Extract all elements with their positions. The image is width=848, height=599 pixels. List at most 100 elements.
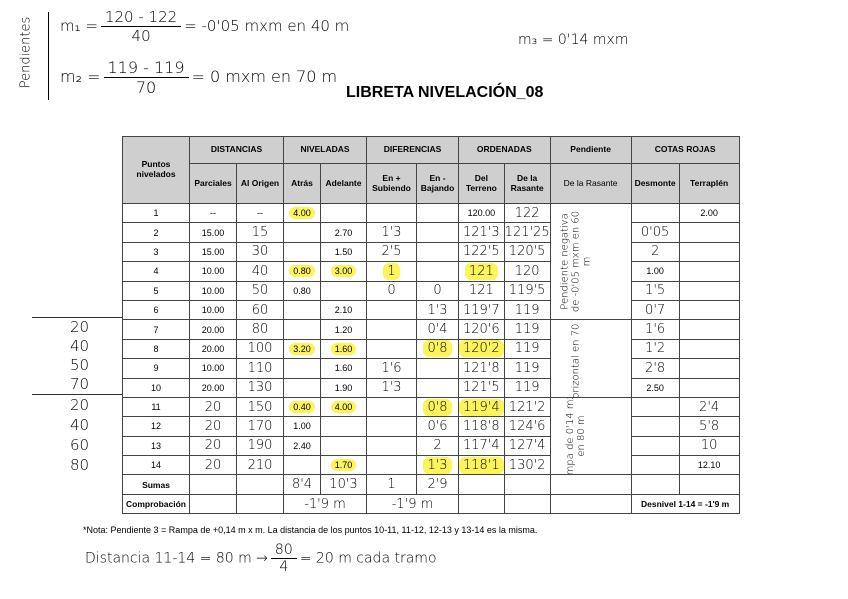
cell — [458, 493, 505, 515]
cell-text: 2 — [153, 227, 159, 238]
subheader: Del Terreno — [458, 163, 505, 204]
cell: 210 — [236, 455, 284, 476]
cell — [189, 493, 237, 515]
cell — [458, 474, 505, 495]
cell-text: 0'8 — [423, 340, 452, 358]
cell-text: 121'2 — [508, 399, 546, 415]
table-row: 1 -- -- 4.00 120.00 122 Pendiente negativa de … — [122, 202, 740, 321]
cell: 2 — [630, 241, 680, 263]
cell-text: En + Subiendo — [372, 172, 411, 193]
cell — [283, 299, 321, 321]
cell: 40 — [236, 261, 284, 282]
cell-text: 20.00 — [201, 382, 225, 393]
margin-number: 60 — [70, 436, 90, 454]
side-label-pendientes: Pendientes — [18, 16, 34, 89]
cell: 119'7 — [458, 299, 505, 321]
cell: 5 — [122, 280, 190, 301]
cell-text: 1.60 — [330, 342, 357, 355]
cell-text: 119'5 — [508, 283, 546, 299]
cell — [366, 202, 417, 224]
cell: 121 — [458, 261, 505, 282]
sum-subiendo: 1 — [366, 474, 417, 495]
cell: 0.80 — [283, 280, 321, 301]
table-row: 9 10.00 110 1.60 1'6 121'8 119 2'8 — [122, 358, 740, 379]
cell: 20 — [189, 416, 237, 437]
cell-text: 2 — [433, 438, 442, 454]
cell-text: 1'3 — [381, 225, 402, 241]
cell-text: 1'2 — [645, 341, 666, 357]
cell: 1.60 — [320, 338, 367, 360]
sum-adelante: 10'3 — [320, 474, 367, 495]
cell: 2'8 — [630, 358, 680, 379]
cell — [503, 474, 551, 495]
cell — [189, 474, 237, 495]
cell-text: 120'2 — [459, 340, 504, 358]
cell-text: 119 — [514, 302, 540, 318]
header-puntos: Puntos nivelados — [122, 136, 190, 204]
cell: 7 — [122, 319, 190, 340]
cell: 2.70 — [320, 222, 367, 243]
subheader: En - Bajando — [416, 163, 459, 204]
cell: 11 — [122, 396, 190, 418]
cell-text: 30 — [251, 244, 269, 260]
cell-text: 20 — [204, 457, 222, 473]
cell: 118'1 — [458, 455, 505, 476]
cell-text: De la Rasante — [510, 172, 544, 193]
cell: 121'2 — [503, 396, 551, 418]
cell-text: De la Rasante — [563, 177, 618, 188]
cell: 5'8 — [678, 416, 740, 437]
cell: 14 — [122, 455, 190, 476]
cell: 110 — [236, 358, 284, 379]
cell-text: Sumas — [142, 479, 170, 490]
cell: 20.00 — [189, 377, 237, 398]
brace — [48, 12, 56, 100]
cell-text: 100 — [247, 341, 273, 357]
cell: 2'4 — [678, 396, 740, 418]
cell-text: Adelante — [325, 177, 362, 188]
cell-text: 0'05 — [640, 225, 670, 241]
cell — [320, 202, 367, 224]
subheader: En + Subiendo — [366, 163, 417, 204]
cell: 122 — [503, 202, 551, 224]
cell — [630, 455, 680, 476]
cell-text: Al Origen — [240, 177, 280, 188]
cell: 12 — [122, 416, 190, 437]
cell-text: DISTANCIAS — [210, 144, 263, 155]
desnivel: Desnivel 1-14 = -1'9 m — [630, 493, 740, 515]
cell-text: 1 — [387, 477, 396, 493]
cell-text: 3.00 — [330, 265, 357, 278]
table-row: 3 15.00 30 1.50 2'5 122'5 120'5 2 — [122, 241, 740, 263]
cell-text: 0'7 — [645, 302, 666, 318]
table-row: 4 10.00 40 0.80 3.00 1 121 120 1.00 — [122, 261, 740, 282]
cell: 10 — [122, 377, 190, 398]
cell: 100 — [236, 338, 284, 360]
cell: 121'3 — [458, 222, 505, 243]
cell-text: COTAS ROJAS — [654, 144, 716, 155]
cell: 0'4 — [416, 319, 459, 340]
cell — [678, 261, 740, 282]
cell: 119'5 — [503, 280, 551, 301]
cell — [416, 377, 459, 398]
cell-text: 12 — [150, 421, 161, 432]
cell: 1'3 — [416, 299, 459, 321]
margin-number: 40 — [70, 337, 90, 355]
cell-text: 1.00 — [293, 421, 311, 432]
cell-text: Terraplén — [690, 177, 729, 188]
cell: 0.80 — [283, 261, 321, 282]
cell: 2'5 — [366, 241, 417, 263]
cell-text: 1.90 — [334, 382, 353, 393]
cell: 2 — [416, 435, 459, 457]
cell-text: 1.70 — [330, 459, 357, 472]
cell-text: 12.10 — [697, 460, 721, 471]
leveling-table: Puntos nivelados DISTANCIAS NIVELADAS DIFER… — [122, 136, 740, 515]
cell: 4 — [122, 261, 190, 282]
cell-text: 1.20 — [334, 324, 353, 335]
header-distancias: DISTANCIAS — [189, 136, 284, 164]
cell: 60 — [236, 299, 284, 321]
cell-text: 1'6 — [645, 322, 666, 338]
margin-divider — [32, 394, 122, 395]
cell-text: 1 — [383, 262, 400, 280]
cell-text: -1'9 m — [304, 496, 346, 512]
table-row: 6 10.00 60 2.10 1'3 119'7 119 0'7 — [122, 299, 740, 321]
cell-text: 120 — [514, 263, 540, 279]
